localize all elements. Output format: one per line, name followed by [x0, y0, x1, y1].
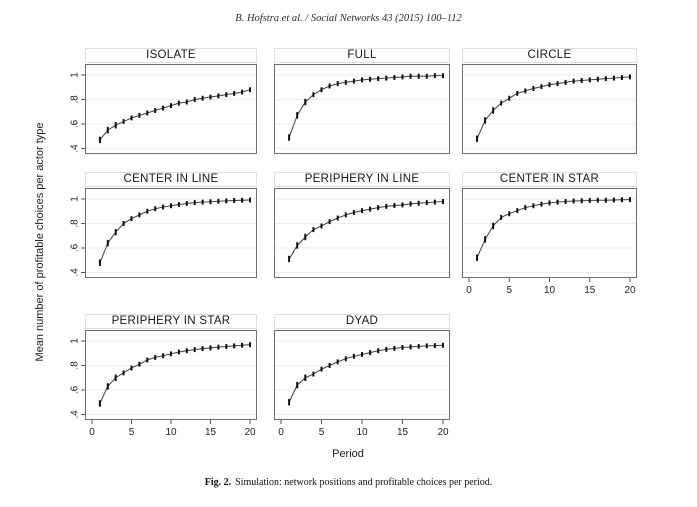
plot-border: [274, 188, 450, 278]
gridlines: [86, 198, 256, 273]
svg-text:20: 20: [244, 427, 256, 438]
panel-plot: 0 5 10 15 20: [274, 330, 450, 438]
caption-text: Simulation: network positions and profit…: [235, 477, 493, 488]
gridlines: [275, 198, 449, 273]
panel-center-in-line: CENTER IN LINE .4 .6 .8 1: [70, 172, 257, 300]
running-head: B. Hofstra et al. / Social Networks 43 (…: [235, 13, 462, 24]
svg-text:20: 20: [437, 427, 449, 438]
panel-title: CENTER IN STAR: [462, 172, 637, 187]
gridlines: [463, 74, 636, 149]
svg-text:20: 20: [624, 285, 636, 296]
series-line: [288, 344, 444, 403]
svg-text:10: 10: [356, 427, 368, 438]
series-line: [476, 199, 631, 259]
panel-periphery-in-star: PERIPHERY IN STAR .4.6.8 1 0 5 10 15 20: [70, 314, 257, 442]
svg-text:.6: .6: [70, 385, 81, 394]
panel-plot: .4 .6 .8 1: [70, 64, 257, 154]
svg-text:.6: .6: [70, 119, 81, 128]
panel-plot: .4.6.810 5 10 15 20: [70, 330, 257, 438]
svg-text:0: 0: [278, 427, 284, 438]
panel-title: CENTER IN LINE: [85, 172, 257, 187]
svg-text:10: 10: [544, 285, 556, 296]
series-line: [476, 76, 631, 139]
plot-border: [274, 330, 450, 420]
panel-plot: [274, 64, 450, 154]
panel-plot: [274, 188, 450, 278]
plot-border: [462, 64, 637, 154]
svg-text:15: 15: [397, 427, 409, 438]
svg-text:1: 1: [70, 72, 81, 78]
svg-text:.8: .8: [70, 361, 81, 370]
gridlines: [463, 198, 636, 273]
gridlines: [275, 340, 449, 415]
plot-border: [85, 188, 257, 278]
y-axis: .4 .6 .8 1: [70, 72, 85, 153]
series-line: [288, 200, 444, 260]
svg-text:5: 5: [506, 285, 512, 296]
series-line: [99, 199, 251, 263]
panel-title: PERIPHERY IN LINE: [274, 172, 450, 187]
x-axis: 0 5 10 15 20: [89, 420, 256, 438]
figure-caption: Fig. 2. Simulation: network positions and…: [0, 477, 697, 488]
panel-dyad: DYAD 0 5 10 15 20: [274, 314, 450, 442]
svg-text:.6: .6: [70, 243, 81, 252]
data-markers: [98, 87, 251, 144]
panel-title: PERIPHERY IN STAR: [85, 314, 257, 329]
plot-border: [85, 330, 257, 420]
panel-circle: CIRCLE: [462, 48, 637, 176]
data-markers: [288, 198, 444, 263]
panel-periphery-in-line: PERIPHERY IN LINE: [274, 172, 450, 300]
svg-text:0: 0: [466, 285, 472, 296]
svg-text:0: 0: [89, 427, 95, 438]
y-axis: .4 .6 .8 1: [70, 196, 85, 277]
data-markers: [98, 342, 251, 407]
svg-text:.8: .8: [70, 219, 81, 228]
gridlines: [86, 340, 256, 415]
data-markers: [476, 197, 631, 262]
data-markers: [288, 73, 444, 141]
plot-border: [85, 64, 257, 154]
svg-text:15: 15: [205, 427, 217, 438]
panel-title: FULL: [274, 48, 450, 63]
svg-text:.8: .8: [70, 95, 81, 104]
series-line: [99, 89, 251, 141]
svg-text:.4: .4: [70, 268, 81, 277]
panel-plot: .4 .6 .8 1: [70, 188, 257, 278]
svg-text:1: 1: [70, 196, 81, 202]
data-markers: [476, 74, 631, 142]
series-line: [99, 344, 251, 404]
x-axis-label: Period: [332, 448, 364, 460]
panel-plot: 0 5 10 15 20: [462, 188, 637, 296]
plot-border: [462, 188, 637, 278]
svg-text:10: 10: [165, 427, 177, 438]
series-line: [288, 75, 443, 138]
svg-text:1: 1: [70, 338, 81, 344]
caption-label: Fig. 2.: [204, 477, 232, 488]
panel-title: DYAD: [274, 314, 450, 329]
svg-text:.4: .4: [70, 410, 81, 419]
data-markers: [98, 197, 251, 266]
svg-text:15: 15: [584, 285, 596, 296]
panel-isolate: ISOLATE .4 .6 .8 1: [70, 48, 257, 176]
panel-title: ISOLATE: [85, 48, 257, 63]
plot-border: [274, 64, 450, 154]
panel-center-in-star: CENTER IN STAR 0 5 10 15 20: [462, 172, 637, 300]
gridlines: [86, 74, 256, 149]
gridlines: [275, 74, 449, 149]
x-axis: 0 5 10 15 20: [278, 420, 449, 438]
panel-plot: [462, 64, 637, 154]
svg-text:5: 5: [319, 427, 325, 438]
svg-text:5: 5: [129, 427, 135, 438]
panel-full: FULL: [274, 48, 450, 176]
y-axis-label: Mean number of profitable choices per ac…: [34, 122, 46, 362]
x-axis: 0 5 10 15 20: [466, 278, 636, 296]
panel-title: CIRCLE: [462, 48, 637, 63]
y-axis: .4 .6 .8 1: [70, 338, 85, 419]
data-markers: [288, 342, 444, 406]
svg-text:.4: .4: [70, 144, 81, 153]
